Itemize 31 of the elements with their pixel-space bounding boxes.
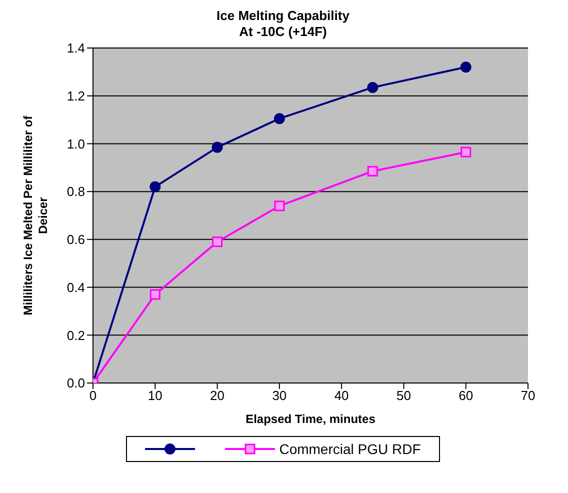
- x-tick-label: 30: [272, 388, 287, 404]
- point: [274, 113, 285, 124]
- x-tick-label: 10: [148, 388, 162, 404]
- x-tick-label: 70: [520, 388, 536, 404]
- x-tick-label: 40: [334, 388, 349, 404]
- point: [460, 62, 472, 73]
- point: [274, 200, 285, 212]
- point: [212, 236, 223, 248]
- x-tick-label: 20: [210, 388, 225, 404]
- y-tick-label: 0.8: [66, 184, 85, 200]
- x-axis-title: Elapsed Time, minutes: [246, 412, 376, 426]
- x-tick-label: 0: [89, 388, 97, 404]
- y-tick-label: 1.4: [66, 40, 85, 56]
- y-tick-label: 0.2: [66, 328, 85, 343]
- point: [212, 142, 223, 153]
- y-axis-title: Milliliters Ice Melted Per Milliliter of Deicer: [21, 114, 50, 316]
- x-tick-label: 50: [396, 388, 411, 404]
- y-tick-label: 1.2: [66, 88, 85, 104]
- y-tick-label: 0.4: [66, 280, 85, 295]
- y-tick-label: 0.6: [66, 232, 85, 248]
- chart-subtitle: At -10C (+14F): [238, 24, 328, 40]
- point: [367, 166, 378, 176]
- point: [150, 289, 160, 300]
- point: [460, 146, 472, 158]
- x-tick-label: 60: [458, 388, 474, 404]
- y-tick-label: 1.0: [66, 136, 85, 152]
- point: [150, 181, 161, 192]
- y-tick-label: 0.0: [66, 376, 85, 391]
- point: [367, 82, 378, 93]
- chart-title: Ice Melting Capability: [216, 8, 350, 24]
- legend-label: Commercial PGU RDF: [279, 441, 421, 457]
